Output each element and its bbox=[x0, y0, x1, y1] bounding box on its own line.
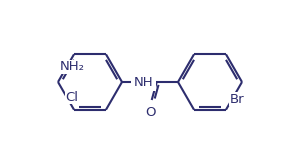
Text: NH: NH bbox=[134, 76, 153, 89]
Text: O: O bbox=[146, 106, 156, 119]
Text: NH₂: NH₂ bbox=[59, 60, 84, 73]
Text: Cl: Cl bbox=[65, 91, 78, 104]
Text: Br: Br bbox=[230, 93, 245, 106]
